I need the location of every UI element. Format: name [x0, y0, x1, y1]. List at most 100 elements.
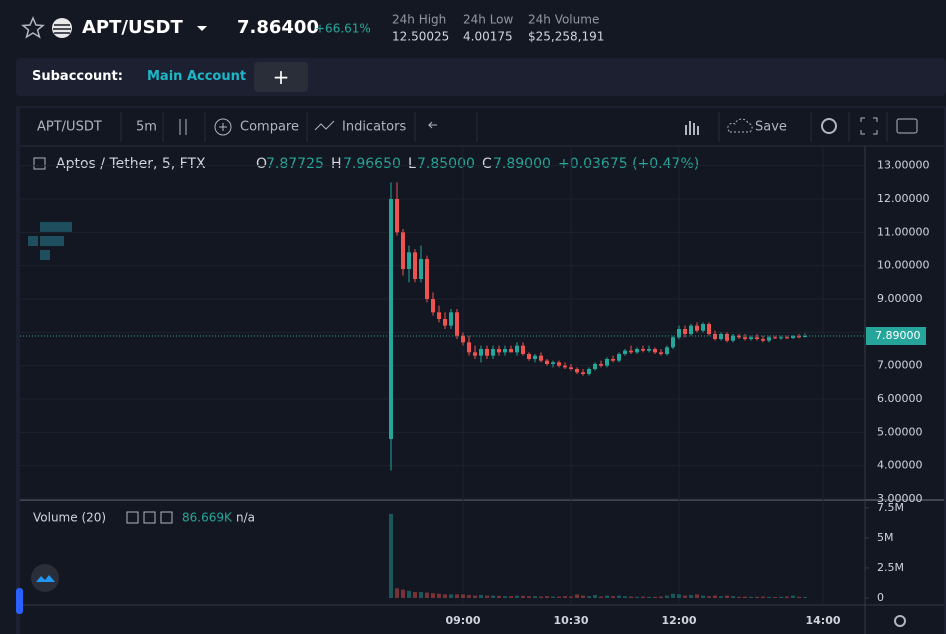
candle-body	[791, 336, 795, 338]
candle-body	[449, 312, 453, 326]
volume-na: n/a	[236, 511, 255, 525]
candle-body	[521, 345, 525, 354]
candle-body	[767, 337, 771, 341]
y-tick-label: 13.00000	[877, 159, 930, 172]
axis-settings[interactable]	[894, 615, 906, 627]
candle-body	[461, 335, 465, 343]
candle-icon[interactable]	[179, 119, 187, 135]
candle-body	[569, 367, 573, 369]
candle-body	[725, 334, 729, 341]
settings-icon[interactable]	[821, 118, 837, 134]
y-tick-label: 10.00000	[877, 259, 930, 272]
y-tick-label: 9.00000	[877, 292, 923, 305]
volume-tick-label: 5M	[877, 531, 894, 544]
logo[interactable]	[31, 564, 59, 592]
candle-body	[713, 334, 717, 339]
toolbar-indicators[interactable]: Indicators	[342, 120, 406, 135]
candle-body	[497, 349, 501, 353]
candle-body	[443, 319, 447, 326]
chart-bg	[20, 108, 944, 634]
y-tick-label: 4.00000	[877, 459, 923, 472]
y-tick-label: 7.00000	[877, 359, 923, 372]
candle-body	[671, 337, 675, 348]
price: 7.86400	[237, 17, 319, 38]
candle-body	[743, 337, 747, 339]
legend-close: 7.89000	[493, 156, 551, 172]
subaccount-label: Subaccount:	[32, 69, 123, 84]
candle-body	[665, 347, 669, 354]
volume-tick-label: 2.5M	[877, 561, 904, 574]
candle-body	[539, 355, 543, 361]
candle-body	[533, 355, 537, 359]
legend-open: 7.87725	[266, 156, 324, 172]
candle-body	[605, 359, 609, 366]
candle-body	[779, 337, 783, 339]
candle-body	[455, 312, 459, 336]
add-button[interactable]: +	[254, 62, 308, 92]
candle-body	[575, 369, 579, 373]
candle-body	[689, 325, 693, 334]
candle-body	[527, 354, 531, 359]
candle-body	[647, 349, 651, 351]
candle-body	[611, 359, 615, 361]
candle-body	[731, 335, 735, 341]
candle-body	[635, 349, 639, 353]
x-tick-label: 09:00	[445, 614, 480, 627]
hand-icon[interactable]	[685, 121, 699, 135]
dropdown[interactable]	[197, 26, 207, 31]
candle-body	[395, 199, 399, 233]
candle-body	[545, 360, 549, 364]
star-icon[interactable]	[21, 16, 45, 39]
symbol[interactable]: APT/USDT	[82, 17, 183, 38]
header: APT/USDT 7.86400 +66.61% 24h High 12.500…	[0, 0, 946, 56]
candle-body	[551, 362, 555, 364]
candle-body	[659, 352, 663, 354]
candle-body	[479, 349, 483, 356]
side-handle[interactable]	[16, 588, 23, 614]
candle-body	[617, 354, 621, 361]
indicators-icon[interactable]	[314, 120, 335, 131]
candle-body	[755, 337, 759, 339]
fullscreen-icon[interactable]	[860, 117, 878, 135]
candle-body	[401, 232, 405, 269]
candle-body	[707, 324, 711, 334]
legend-change: +0.03675 (+0.47%)	[558, 156, 699, 172]
candle-body	[407, 252, 411, 269]
candle-body	[803, 336, 807, 337]
stat-label: 24h High	[392, 13, 446, 27]
candle-body	[509, 349, 513, 353]
stat-label: 24h Low	[463, 13, 514, 27]
candle-body	[629, 350, 633, 353]
y-tick-label: 6.00000	[877, 392, 923, 405]
candle-body	[785, 337, 789, 339]
compare-icon[interactable]	[214, 118, 232, 136]
x-tick-label: 10:30	[553, 614, 588, 627]
volume-icons[interactable]	[126, 511, 173, 524]
candle-body	[761, 339, 765, 341]
toolbar-interval[interactable]: 5m	[136, 120, 157, 135]
camera-icon[interactable]	[896, 118, 918, 134]
volume-tick-label: 7.5M	[877, 501, 904, 514]
y-tick-label: 11.00000	[877, 225, 930, 238]
toolbar-compare[interactable]: Compare	[240, 120, 299, 135]
legend-l: L	[408, 156, 416, 172]
compare-plus	[219, 123, 227, 131]
toolbar-dividers	[120, 112, 888, 142]
last-price-box	[866, 327, 926, 345]
candle-body	[641, 349, 645, 351]
subaccount-bar: Subaccount: Main Account +	[16, 58, 946, 96]
undo-icon[interactable]	[427, 121, 437, 129]
candle-body	[773, 337, 777, 339]
collapse-icon[interactable]	[33, 157, 46, 170]
legend-low: 7.85000	[417, 156, 475, 172]
toolbar-symbol[interactable]: APT/USDT	[37, 120, 102, 135]
logo-shape	[36, 575, 55, 582]
account[interactable]: Main Account	[147, 69, 247, 84]
candle-body	[737, 335, 741, 338]
toolbar-save[interactable]: Save	[755, 120, 787, 135]
candle-body	[425, 259, 429, 299]
header-svg: APT/USDT 7.86400 +66.61% 24h High 12.500…	[21, 13, 604, 44]
candle-body	[437, 312, 441, 319]
